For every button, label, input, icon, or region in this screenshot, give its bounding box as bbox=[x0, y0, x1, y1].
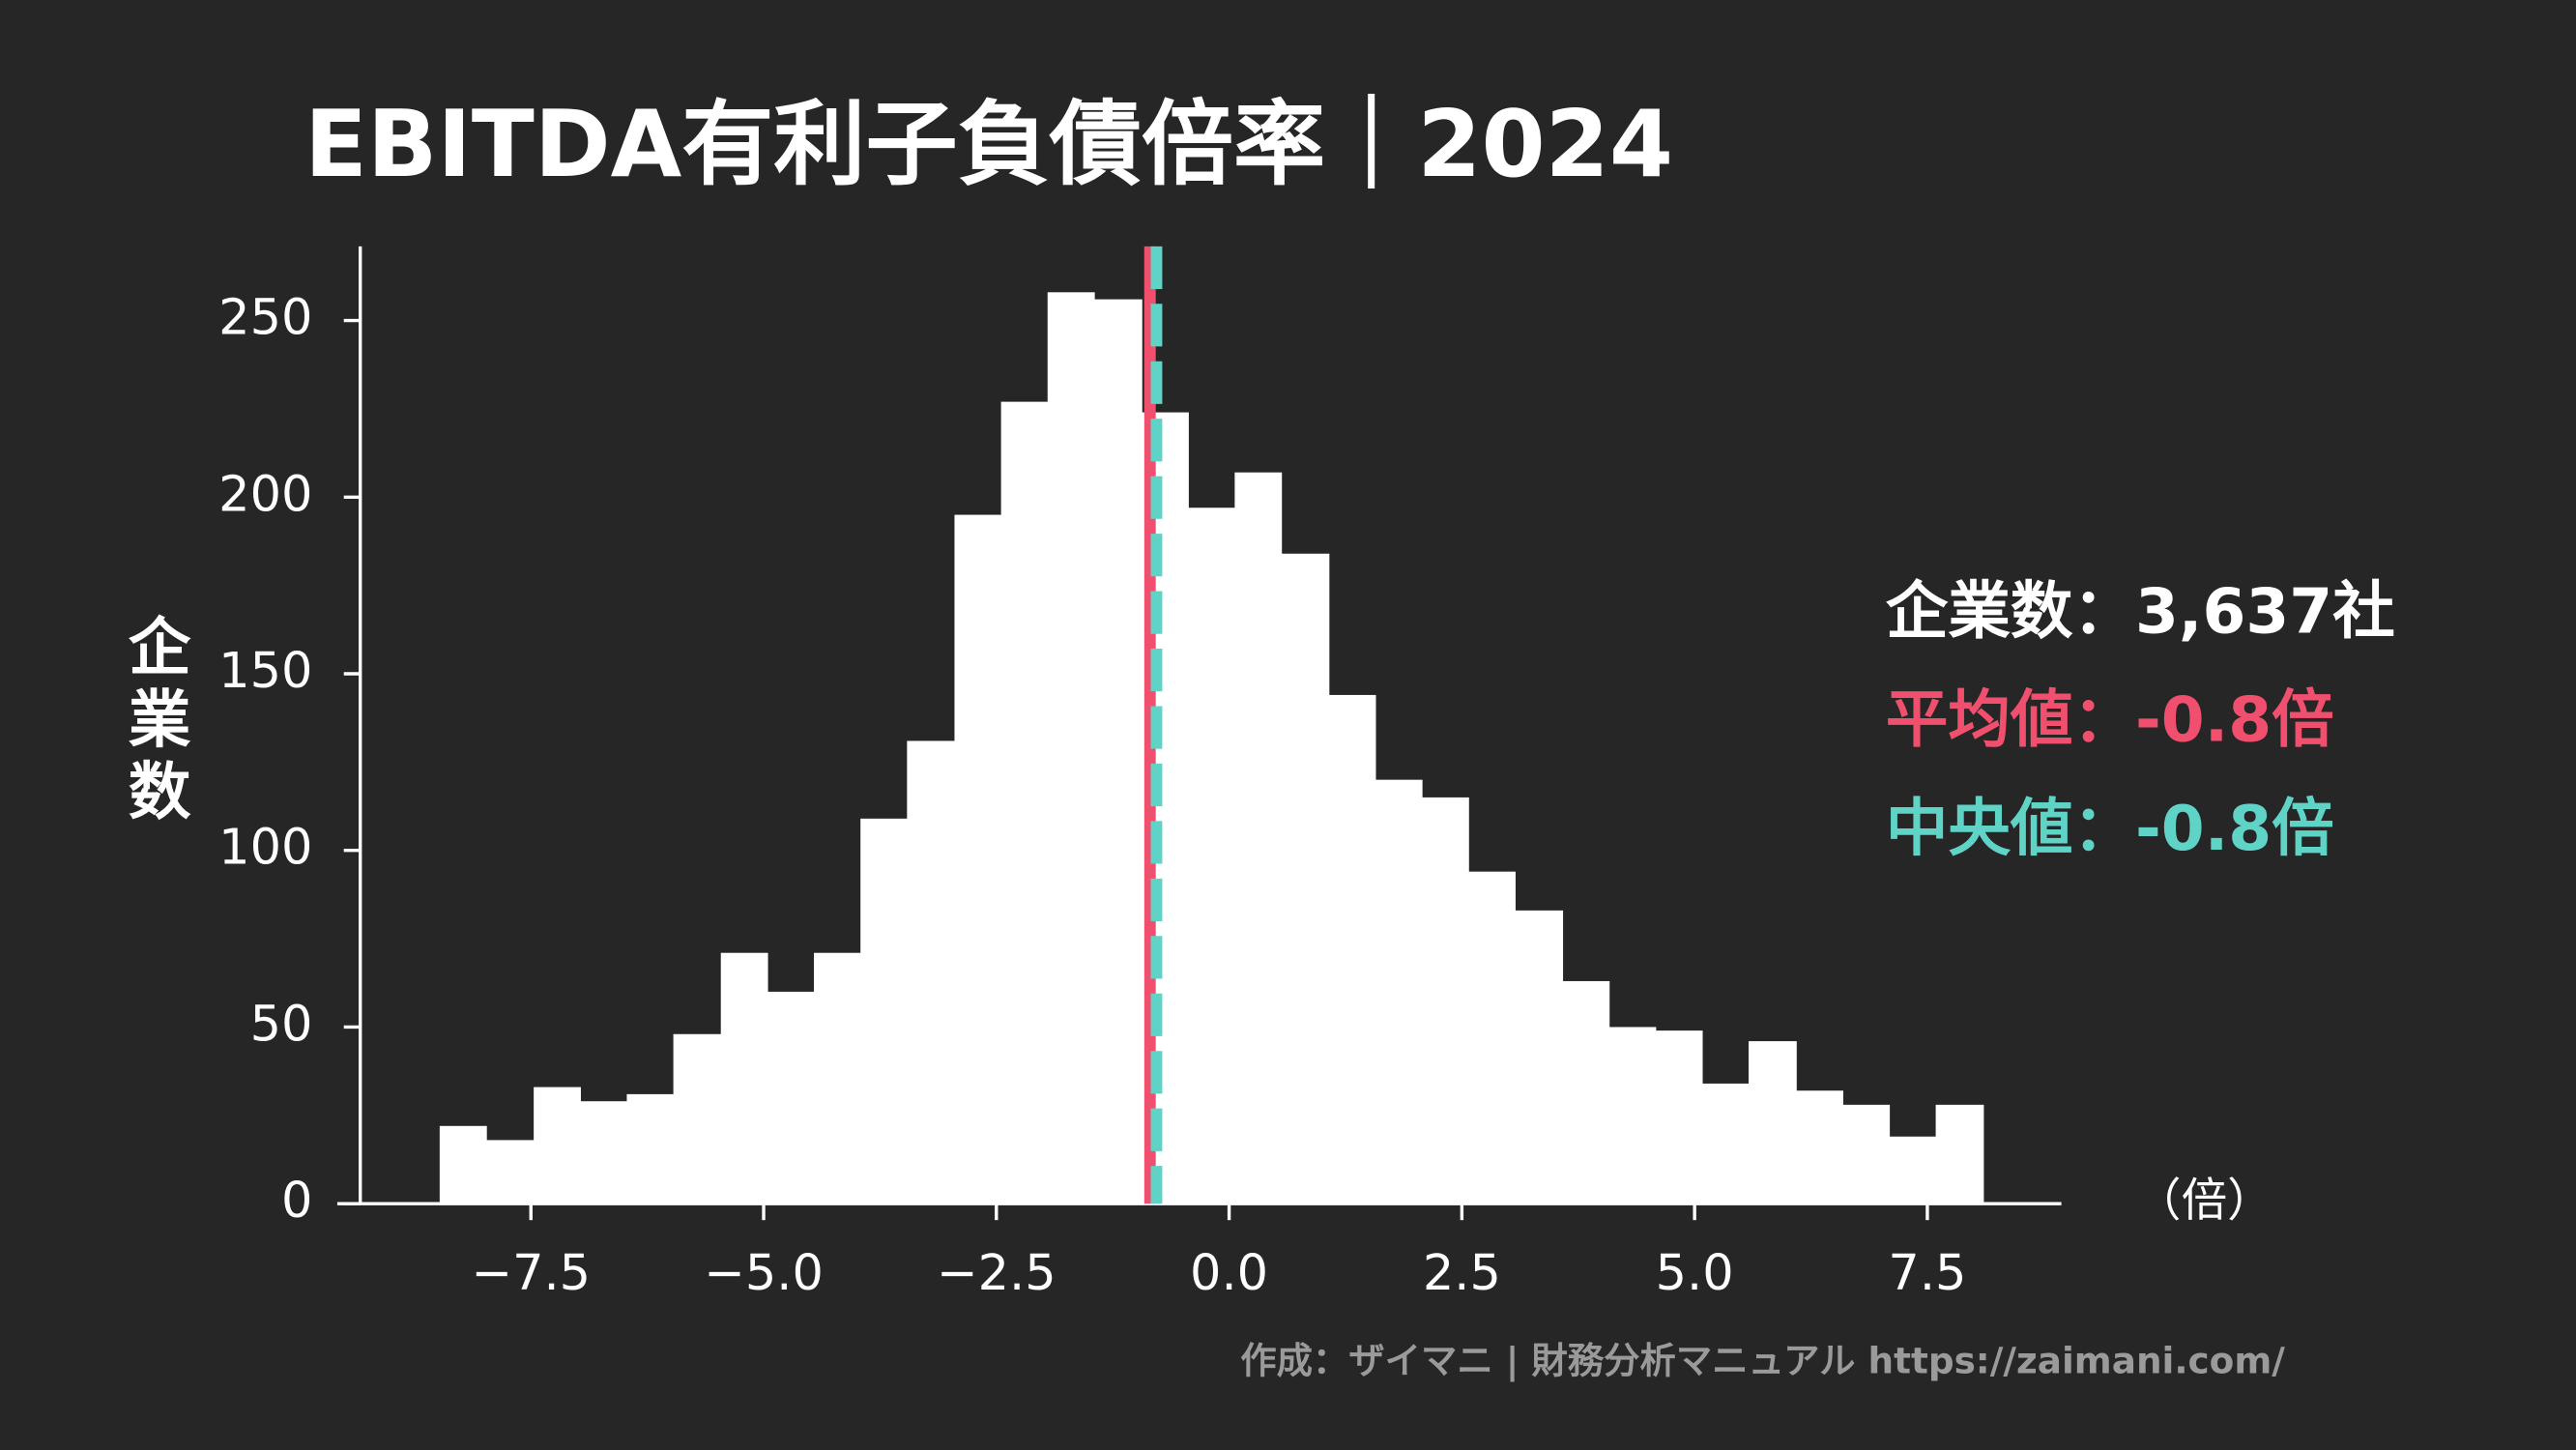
bar bbox=[767, 991, 815, 1204]
x-unit-label: （倍） bbox=[2135, 1174, 2273, 1228]
y-tick-label: 150 bbox=[218, 643, 312, 700]
bar bbox=[1515, 910, 1564, 1204]
bar bbox=[814, 952, 861, 1204]
bar bbox=[486, 1140, 535, 1204]
bar bbox=[673, 1033, 722, 1204]
bar bbox=[534, 1087, 581, 1204]
x-tick-label: −2.5 bbox=[937, 1245, 1056, 1302]
x-tick-label: 5.0 bbox=[1656, 1245, 1734, 1302]
bar bbox=[954, 514, 1002, 1204]
bar bbox=[1421, 797, 1469, 1204]
x-tick-label: −5.0 bbox=[704, 1245, 824, 1302]
bar bbox=[1796, 1090, 1843, 1204]
bar bbox=[580, 1101, 628, 1204]
y-tick-label: 200 bbox=[218, 466, 312, 523]
stat-text: 中央値：-0.8倍 bbox=[1886, 793, 2334, 865]
bar bbox=[1655, 1030, 1703, 1204]
stat-text: 平均値：-0.8倍 bbox=[1886, 684, 2334, 757]
footer: 作成：ザイマニ | 財務分析マニュアル https://zaimani.com/ bbox=[1240, 1339, 2285, 1382]
bar bbox=[1093, 299, 1143, 1204]
stat-text: 企業数：3,637社 bbox=[1886, 576, 2395, 649]
bar bbox=[1562, 980, 1610, 1204]
bar bbox=[1468, 871, 1516, 1204]
x-tick-label: 2.5 bbox=[1423, 1245, 1501, 1302]
bar bbox=[1935, 1104, 1984, 1204]
y-tick-label: 0 bbox=[281, 1173, 312, 1230]
bar bbox=[720, 952, 768, 1204]
x-tick-label: 7.5 bbox=[1888, 1245, 1966, 1302]
bar bbox=[1889, 1136, 1937, 1204]
bar bbox=[907, 740, 956, 1204]
bar bbox=[1281, 553, 1330, 1204]
bar bbox=[1701, 1083, 1750, 1204]
bar bbox=[1047, 292, 1095, 1204]
bar bbox=[1234, 472, 1283, 1204]
bar bbox=[1328, 694, 1376, 1204]
bar bbox=[1842, 1104, 1891, 1204]
chart-title: EBITDA有利子負債倍率｜2024 bbox=[304, 92, 1673, 198]
bar bbox=[439, 1125, 487, 1204]
bar bbox=[860, 818, 909, 1204]
bar bbox=[1000, 401, 1049, 1204]
y-tick-label: 50 bbox=[250, 996, 313, 1053]
bar bbox=[1375, 779, 1423, 1204]
bar bbox=[1188, 508, 1236, 1204]
x-tick-label: 0.0 bbox=[1190, 1245, 1268, 1302]
bar bbox=[626, 1093, 675, 1204]
y-tick-label: 250 bbox=[218, 290, 312, 347]
bar bbox=[1749, 1041, 1797, 1204]
x-tick-label: −7.5 bbox=[471, 1245, 591, 1302]
bar bbox=[1608, 1027, 1657, 1204]
y-tick-label: 100 bbox=[218, 820, 312, 877]
y-axis-label: 企業数 bbox=[117, 614, 190, 830]
